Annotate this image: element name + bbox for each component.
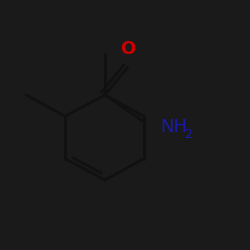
Text: O: O — [120, 40, 135, 58]
Text: 2: 2 — [184, 128, 192, 141]
Text: NH: NH — [160, 118, 187, 136]
